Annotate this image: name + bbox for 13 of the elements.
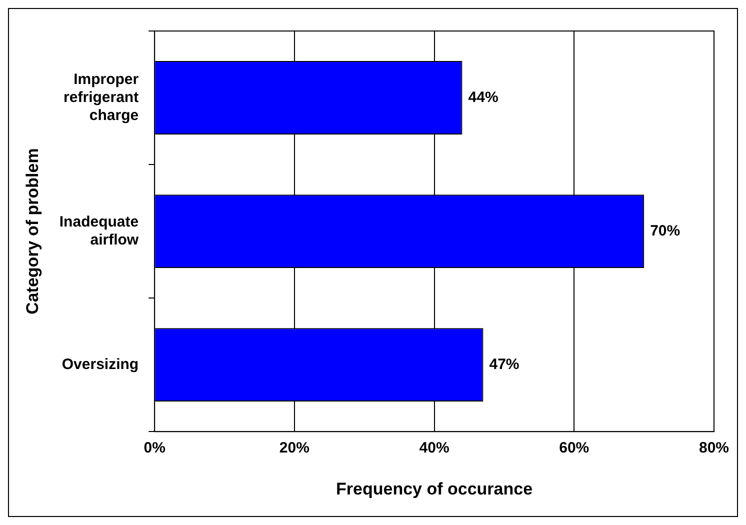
- y-tick-label: Improper refrigerant charge: [64, 70, 139, 124]
- data-label: 44%: [468, 88, 498, 106]
- x-tick-label: 20%: [279, 440, 310, 457]
- data-label: 70%: [650, 222, 680, 240]
- x-tick-label: 80%: [698, 440, 730, 457]
- data-label: 47%: [489, 356, 520, 373]
- x-axis-title: Frequency of occurance: [336, 479, 533, 498]
- x-tick-label: 0%: [144, 440, 166, 457]
- y-tick-label: Inadequate airflow: [59, 213, 139, 248]
- x-tick-label: 60%: [559, 440, 590, 457]
- y-tick-label: Oversizing: [62, 356, 139, 373]
- y-axis-title: Category of problem: [22, 148, 42, 314]
- x-tick-label: 40%: [419, 440, 450, 457]
